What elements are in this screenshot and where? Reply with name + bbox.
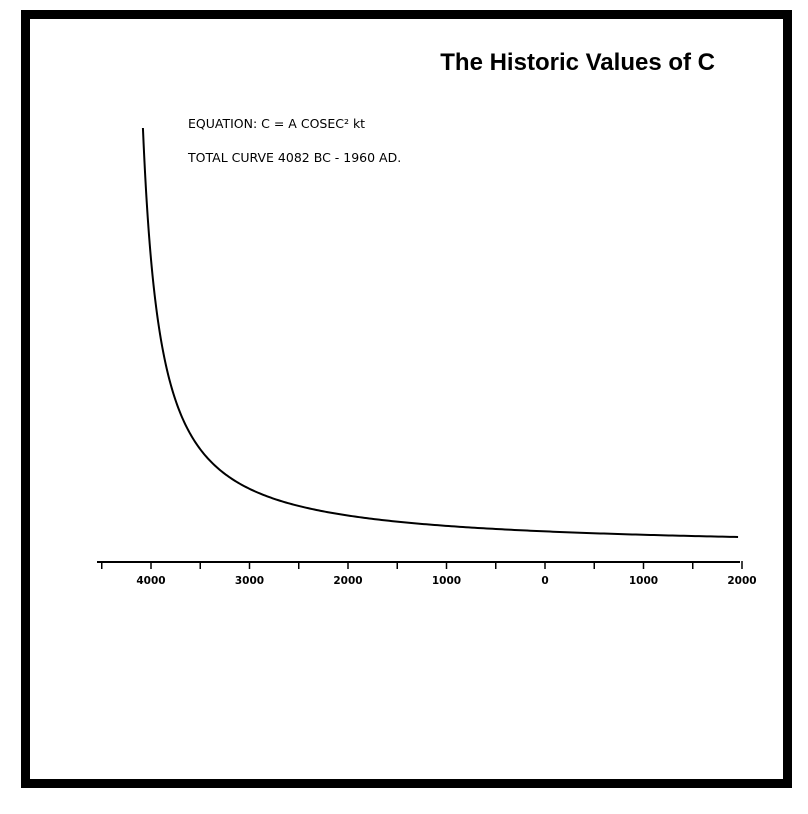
x-tick-label: 1000 (629, 575, 658, 587)
x-axis-ticks (101, 561, 743, 569)
chart-title: The Historic Values of C (440, 49, 715, 76)
total-curve-annotation: TOTAL CURVE 4082 BC - 1960 AD. (187, 150, 401, 165)
x-tick-label: 3000 (235, 575, 264, 587)
x-tick-label: 4000 (136, 575, 165, 587)
x-tick-label: 0 (541, 575, 548, 587)
x-tick-label: 1000 (432, 575, 461, 587)
x-tick-label: 2000 (727, 575, 756, 587)
x-axis-tick-labels: 4000 3000 2000 1000 0 1000 2000 (136, 575, 756, 587)
x-tick-label: 2000 (333, 575, 362, 587)
chart-frame (21, 10, 792, 788)
equation-annotation: EQUATION: C = A COSEC² kt (188, 116, 365, 131)
c-value-curve (141, 127, 739, 538)
